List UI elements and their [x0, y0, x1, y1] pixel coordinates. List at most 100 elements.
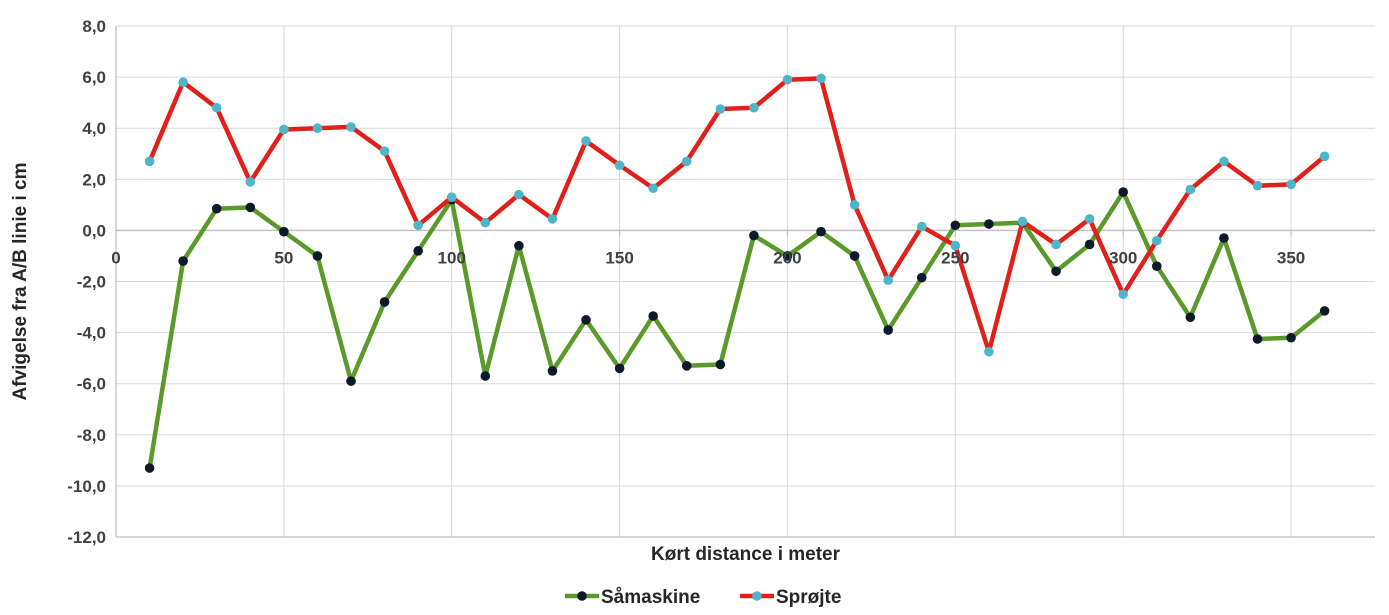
data-point [614, 160, 625, 171]
y-tick-label: -4,0 [77, 324, 106, 343]
data-point [1151, 261, 1162, 271]
data-point [346, 376, 356, 386]
data-point [379, 297, 390, 307]
y-tick-label: -10,0 [67, 477, 106, 496]
data-point [514, 189, 524, 200]
series-line [147, 76, 1327, 355]
data-point [346, 122, 356, 132]
series-line [147, 189, 1327, 469]
data-point [648, 183, 658, 194]
y-axis-title: Afvigelse fra A/B linie i cm [10, 163, 31, 401]
data-point [1185, 312, 1196, 323]
data-point [581, 315, 591, 325]
data-point [1051, 239, 1061, 250]
data-point [681, 156, 692, 167]
data-point [279, 226, 289, 237]
data-point [950, 240, 961, 251]
data-point [480, 217, 491, 228]
x-tick-label: 150 [605, 248, 633, 267]
data-point [1319, 151, 1330, 162]
data-point [245, 202, 256, 213]
data-point [681, 361, 692, 371]
y-tick-label: 6,0 [82, 68, 106, 87]
y-tick-label: 8,0 [82, 17, 106, 36]
tick-labels: 8,0 6,0 4,0 2,0 0,0 -2,0 -4,0 -6,0 -8,0 -10,0 -12,… [67, 17, 1305, 547]
data-point [144, 156, 155, 167]
data-point [547, 366, 558, 376]
legend-label: Sprøjte [776, 587, 841, 608]
data-point [279, 124, 289, 135]
x-tick-label: 300 [1109, 248, 1137, 267]
data-point [547, 214, 558, 224]
y-tick-label: 0,0 [82, 221, 106, 240]
data-point [715, 104, 726, 114]
data-point [1118, 187, 1128, 197]
x-axis-title: Kørt distance i meter [651, 544, 841, 565]
data-point [782, 74, 793, 85]
data-point [581, 136, 591, 146]
series-sprojte [144, 73, 1330, 357]
legend: Såmaskine Sprøjte [565, 587, 841, 608]
data-point [1051, 266, 1061, 277]
y-tick-label: -2,0 [77, 273, 106, 292]
data-point [715, 359, 726, 370]
legend-swatch-marker [577, 591, 587, 601]
data-point [1286, 179, 1296, 190]
data-point [1118, 289, 1128, 300]
data-point [816, 226, 826, 237]
y-tick-label: -8,0 [77, 426, 106, 445]
data-point [1219, 156, 1229, 167]
data-point [1185, 184, 1196, 195]
x-tick-label: 350 [1277, 248, 1305, 267]
data-point [648, 311, 658, 321]
series-samaskine [144, 187, 1330, 473]
data-point [413, 220, 423, 231]
data-point [816, 73, 826, 84]
data-point [749, 230, 759, 241]
data-point [984, 219, 994, 229]
data-point [1151, 235, 1162, 246]
data-point [1084, 239, 1095, 250]
data-point [950, 220, 961, 231]
data-point [413, 246, 423, 256]
data-point [916, 221, 927, 232]
data-point [883, 275, 893, 286]
data-point [144, 463, 155, 473]
data-point [749, 102, 759, 113]
y-tick-label: -6,0 [77, 375, 106, 394]
data-point [1319, 306, 1330, 316]
y-tick-label: -12,0 [67, 528, 106, 547]
data-point [1219, 233, 1229, 243]
data-point [211, 203, 222, 214]
legend-label: Såmaskine [601, 587, 700, 608]
data-point [782, 251, 793, 261]
data-point [211, 102, 222, 113]
data-point [1252, 334, 1263, 344]
data-point [1286, 332, 1296, 343]
grid [116, 25, 1375, 538]
data-point [446, 192, 457, 202]
x-tick-label: 250 [941, 248, 969, 267]
x-tick-label: 200 [773, 248, 801, 267]
x-tick-label: 100 [438, 248, 466, 267]
data-point [312, 251, 323, 261]
series-group [144, 73, 1330, 473]
data-point [1017, 216, 1028, 227]
data-point [984, 346, 994, 357]
data-point [178, 77, 188, 88]
x-tick-label: 0 [111, 248, 120, 267]
data-point [514, 240, 524, 251]
legend-entry: Såmaskine [565, 587, 700, 608]
data-point [312, 123, 323, 133]
data-point [245, 177, 256, 187]
data-point [1084, 214, 1095, 224]
data-point [480, 371, 491, 381]
y-tick-label: 4,0 [82, 119, 106, 138]
data-point [379, 146, 390, 156]
data-point [1252, 180, 1263, 191]
data-point [916, 272, 927, 283]
data-point [849, 200, 860, 210]
data-point [849, 251, 860, 261]
